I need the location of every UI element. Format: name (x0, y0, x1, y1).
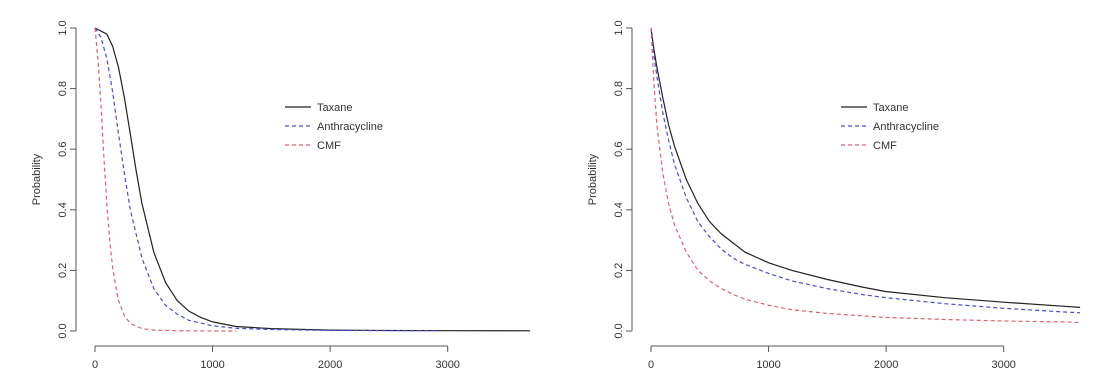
series-group (94, 27, 531, 332)
series-line-taxane (650, 27, 1081, 308)
series-group (650, 27, 1081, 324)
y-tick-label: 0.6 (613, 142, 625, 157)
y-tick-label: 1.0 (57, 20, 69, 35)
series-line-cmf (94, 27, 237, 332)
x-tick-label: 0 (92, 359, 98, 371)
y-axis-label: Probability (587, 153, 599, 205)
y-tick-label: 0.8 (613, 81, 625, 96)
y-tick-label: 0.2 (613, 263, 625, 278)
legend-label-anthracycline: Anthracycline (317, 121, 383, 133)
y-axis: 0.0 0.2 0.4 0.6 0.8 1.0 (613, 20, 633, 339)
x-tick-label: 2000 (874, 359, 898, 371)
x-tick-label: 1000 (200, 359, 224, 371)
y-tick-label: 0.0 (613, 323, 625, 338)
legend-label-taxane: Taxane (873, 102, 908, 114)
legend: Taxane Anthracycline CMF (841, 102, 939, 152)
x-tick-label: 1000 (756, 359, 780, 371)
series-line-taxane (94, 27, 531, 332)
y-tick-label: 0.0 (57, 323, 69, 338)
x-axis: 0 1000 2000 3000 (92, 345, 460, 371)
legend-label-cmf: CMF (317, 140, 341, 152)
legend-label-anthracycline: Anthracycline (873, 121, 939, 133)
y-axis-label: Probability (31, 153, 43, 205)
y-axis: 0.0 0.2 0.4 0.6 0.8 1.0 (57, 20, 77, 339)
y-tick-label: 0.2 (57, 263, 69, 278)
y-tick-label: 0.4 (57, 202, 69, 217)
x-axis: 0 1000 2000 3000 (648, 345, 1016, 371)
legend: Taxane Anthracycline CMF (285, 102, 383, 152)
x-tick-label: 2000 (318, 359, 342, 371)
legend-label-taxane: Taxane (317, 102, 352, 114)
series-line-anthracycline (94, 27, 436, 332)
survival-chart-left: 0.0 0.2 0.4 0.6 0.8 1.0 Probability 0 1000 2000 30… (31, 20, 531, 371)
legend-label-cmf: CMF (873, 140, 897, 152)
x-tick-label: 3000 (435, 359, 459, 371)
y-tick-label: 0.4 (613, 202, 625, 217)
x-tick-label: 3000 (991, 359, 1015, 371)
series-line-cmf (650, 27, 1081, 324)
y-tick-label: 0.8 (57, 81, 69, 96)
y-tick-label: 0.6 (57, 142, 69, 157)
survival-chart-right: 0.0 0.2 0.4 0.6 0.8 1.0 Probability 0 1000 2000 30… (587, 20, 1081, 371)
x-tick-label: 0 (648, 359, 654, 371)
y-tick-label: 1.0 (613, 20, 625, 35)
series-line-anthracycline (650, 27, 1081, 314)
